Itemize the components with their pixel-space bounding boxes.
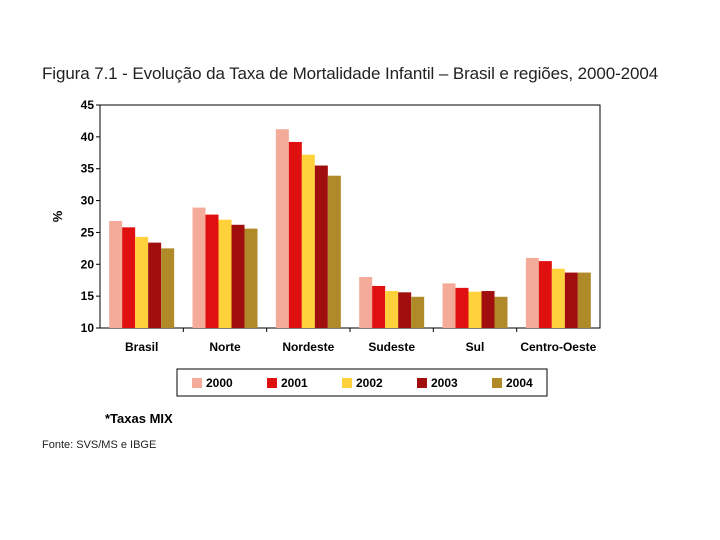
bar-brasil-2000: [109, 220, 123, 328]
bar-norte-2003: [231, 224, 245, 328]
bar-sudeste-2002: [385, 291, 399, 328]
bar-sudeste-2004: [411, 296, 425, 328]
bar-nordeste-2003: [314, 165, 328, 328]
y-tick-label: 35: [81, 162, 95, 176]
x-tick-label: Centro-Oeste: [520, 340, 596, 354]
bar-norte-2001: [205, 214, 219, 328]
bar-brasil-2002: [135, 236, 149, 328]
bar-sul-2003: [481, 291, 495, 328]
legend-swatch-2001: [267, 378, 277, 388]
y-tick-label: 30: [81, 194, 95, 208]
x-tick-label: Norte: [209, 340, 241, 354]
legend-label-2003: 2003: [431, 376, 458, 390]
bar-sudeste-2003: [398, 292, 412, 328]
y-tick-label: 20: [81, 257, 95, 271]
legend-swatch-2002: [342, 378, 352, 388]
y-tick-label: 45: [81, 98, 95, 112]
bar-norte-2002: [218, 219, 232, 328]
plot-frame: [99, 104, 601, 329]
bar-centro-oeste-2002: [551, 268, 565, 328]
legend-label-2002: 2002: [356, 376, 383, 390]
chart-axes: 10 15 20 25 30 35 40 45% Brasil Norte Nordeste Sude…: [50, 98, 601, 354]
bar-brasil-2003: [148, 242, 162, 328]
bar-nordeste-2002: [301, 154, 315, 328]
y-tick-label: 40: [81, 130, 95, 144]
legend-label-2004: 2004: [506, 376, 533, 390]
bar-nordeste-2004: [327, 175, 341, 328]
bar-nordeste-2001: [288, 141, 302, 328]
legend-swatch-2004: [492, 378, 502, 388]
y-tick-label: 15: [81, 289, 95, 303]
y-axis-label: %: [50, 210, 65, 222]
bar-sul-2004: [494, 296, 508, 328]
bar-norte-2000: [192, 207, 206, 328]
chart-note: *Taxas MIX: [105, 411, 173, 426]
bar-norte-2004: [244, 228, 258, 328]
bar-centro-oeste-2001: [538, 261, 552, 328]
legend-label-2001: 2001: [281, 376, 308, 390]
bar-brasil-2004: [161, 248, 175, 328]
chart-source: Fonte: SVS/MS e IBGE: [42, 439, 157, 451]
x-tick-label: Sudeste: [368, 340, 415, 354]
x-tick-label: Nordeste: [282, 340, 334, 354]
legend-box: [176, 368, 548, 397]
bar-centro-oeste-2004: [577, 272, 591, 328]
bar-sudeste-2001: [372, 285, 386, 328]
bar-sul-2001: [455, 287, 469, 328]
bar-brasil-2001: [122, 227, 136, 328]
y-tick-label: 25: [81, 225, 95, 239]
x-tick-label: Brasil: [125, 340, 158, 354]
x-tick-label: Sul: [466, 340, 485, 354]
legend-swatch-2000: [192, 378, 202, 388]
legend-label-2000: 2000: [206, 376, 233, 390]
bar-sul-2000: [442, 283, 456, 328]
bar-sudeste-2000: [359, 277, 373, 328]
chart-bars: [109, 129, 591, 328]
chart-legend: 2000 2001 2002 2003 2004: [176, 368, 548, 397]
bar-centro-oeste-2000: [525, 257, 539, 328]
y-tick-label: 10: [81, 321, 95, 335]
bar-nordeste-2000: [275, 129, 289, 328]
bar-centro-oeste-2003: [564, 272, 578, 328]
bar-sul-2002: [468, 291, 482, 328]
chart-title: Figura 7.1 - Evolução da Taxa de Mortali…: [42, 64, 659, 83]
legend-swatch-2003: [417, 378, 427, 388]
